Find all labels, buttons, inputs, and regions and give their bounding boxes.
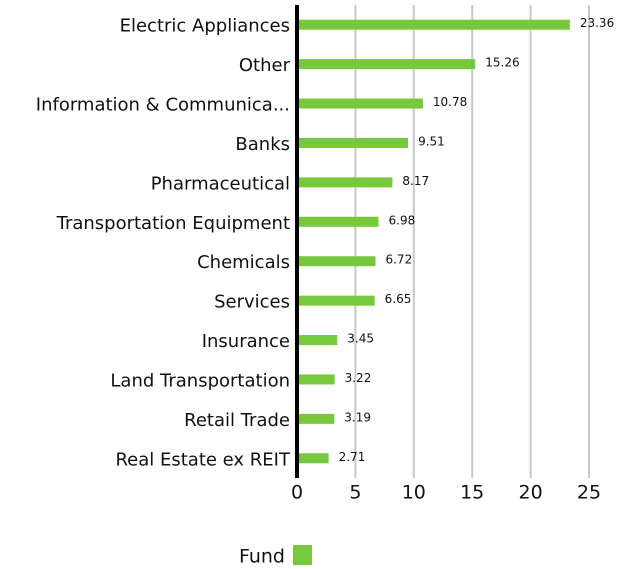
value-label: 9.51 bbox=[418, 134, 445, 148]
value-label: 10.78 bbox=[433, 95, 467, 109]
bar bbox=[297, 256, 376, 267]
legend-swatch bbox=[293, 545, 312, 565]
y-tick-label: Banks bbox=[235, 134, 290, 155]
x-tick-label: 25 bbox=[577, 482, 601, 504]
value-label: 3.19 bbox=[344, 410, 371, 424]
value-label: 3.45 bbox=[347, 332, 374, 346]
bar bbox=[297, 137, 409, 148]
x-tick-label: 20 bbox=[519, 482, 543, 504]
bar bbox=[297, 59, 476, 70]
y-tick-label: Services bbox=[214, 292, 290, 313]
bar bbox=[297, 98, 423, 109]
bar bbox=[297, 335, 338, 346]
value-label: 15.26 bbox=[485, 56, 519, 70]
y-tick-label: Other bbox=[239, 55, 291, 76]
value-label: 8.17 bbox=[402, 174, 429, 188]
bar bbox=[297, 374, 335, 385]
y-tick-label: Information & Communica... bbox=[36, 95, 290, 116]
bar bbox=[297, 19, 570, 30]
y-tick-label: Pharmaceutical bbox=[151, 173, 290, 194]
y-tick-label: Transportation Equipment bbox=[56, 213, 290, 234]
value-label: 6.72 bbox=[385, 253, 412, 267]
x-tick-label: 5 bbox=[349, 482, 361, 504]
y-tick-label: Chemicals bbox=[197, 252, 290, 273]
value-label: 6.98 bbox=[389, 213, 416, 227]
legend-label: Fund bbox=[239, 546, 285, 568]
value-label: 6.65 bbox=[385, 292, 412, 306]
y-tick-label: Retail Trade bbox=[184, 410, 290, 431]
value-label: 23.36 bbox=[580, 16, 614, 30]
bar bbox=[297, 295, 375, 306]
bar bbox=[297, 453, 329, 464]
y-tick-label: Insurance bbox=[202, 331, 290, 352]
y-tick-label: Electric Appliances bbox=[120, 16, 290, 37]
x-tick-label: 0 bbox=[291, 482, 303, 504]
bar bbox=[297, 216, 379, 227]
x-tick-label: 10 bbox=[402, 482, 426, 504]
y-tick-label: Land Transportation bbox=[110, 370, 290, 391]
y-tick-label: Real Estate ex REIT bbox=[115, 449, 291, 470]
value-label: 2.71 bbox=[339, 450, 366, 464]
bar bbox=[297, 177, 393, 188]
value-label: 3.22 bbox=[345, 371, 372, 385]
x-tick-label: 15 bbox=[460, 482, 484, 504]
bar bbox=[297, 413, 335, 424]
